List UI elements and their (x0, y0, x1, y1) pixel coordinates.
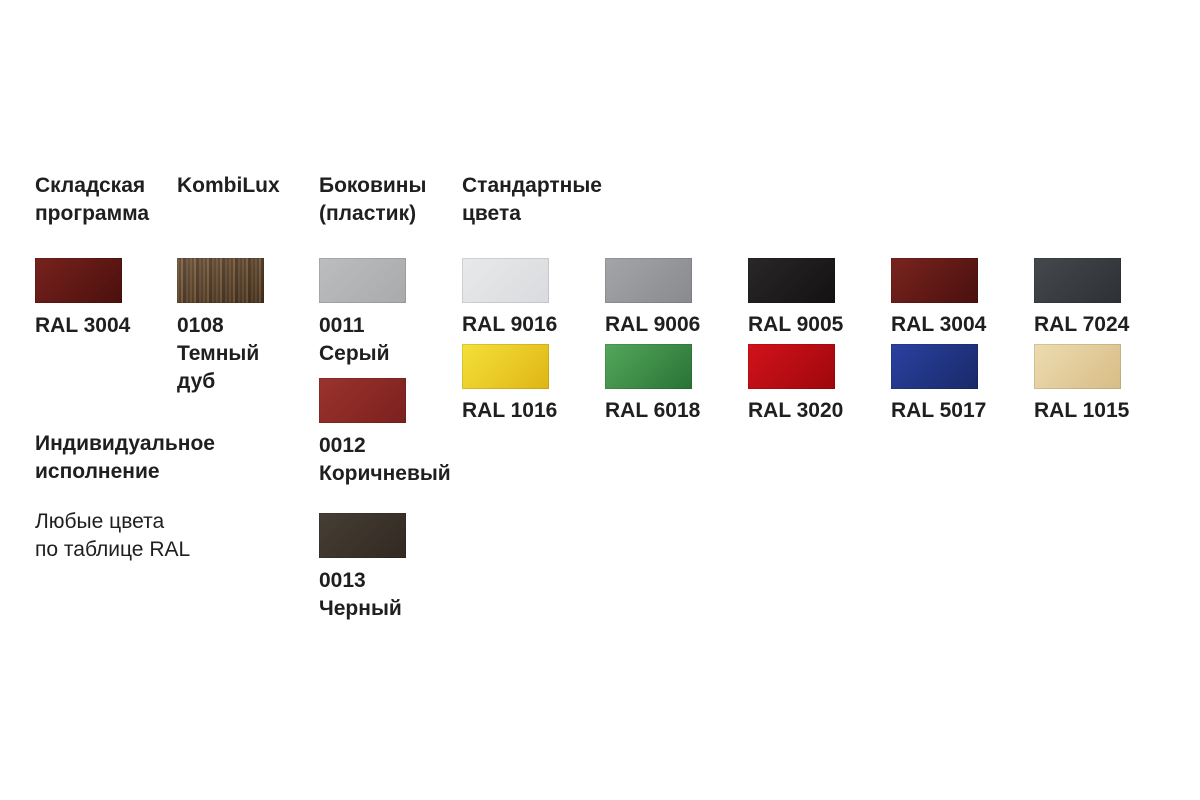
swatch-list: 0011 Серый 0012 Коричневый 0013 Черный (319, 258, 459, 623)
section-title-line: Складская (35, 174, 146, 197)
section-title-line: Боковины (319, 174, 427, 197)
swatch-label: RAL 3004 (35, 312, 170, 340)
section-title: Индивидуальное исполнение (35, 430, 275, 486)
section-title: Складская программа (35, 172, 170, 228)
swatch-label: RAL 5017 (891, 399, 987, 423)
swatch-label-line: Серый (319, 342, 390, 365)
swatch-label-line: RAL 3020 (748, 399, 844, 422)
section-title-line: исполнение (35, 460, 160, 483)
color-swatch-ral-1015 (1034, 344, 1121, 389)
section-individual-execution: Индивидуальное исполнение Любые цвета по… (35, 430, 275, 564)
swatch-label: 0108 Темный дуб (177, 312, 312, 396)
swatch-label-line: RAL 9016 (462, 313, 558, 336)
swatch-cell: 0012 Коричневый (319, 378, 459, 488)
color-swatch-ral-1016 (462, 344, 549, 389)
section-title-line: цвета (462, 202, 521, 225)
color-swatch-ral-6018 (605, 344, 692, 389)
swatch-label: RAL 7024 (1034, 313, 1130, 337)
swatch-label: 0013 Черный (319, 567, 459, 623)
swatch-label-line: RAL 3004 (35, 314, 131, 337)
swatch-cell: RAL 5017 (891, 344, 987, 430)
section-title: Боковины (пластик) (319, 172, 459, 228)
color-swatch-ral-9006 (605, 258, 692, 303)
swatch-label: RAL 3004 (891, 313, 987, 337)
color-swatch-ral-9016 (462, 258, 549, 303)
section-warehouse-program: Складская программа RAL 3004 (35, 172, 170, 340)
swatch-label-line: Черный (319, 597, 402, 620)
swatch-label-line: Темный (177, 342, 260, 365)
swatch-label-line: RAL 3004 (891, 313, 987, 336)
swatch-cell: RAL 3020 (748, 344, 844, 430)
swatch-label: RAL 9016 (462, 313, 558, 337)
swatch-label-line: 0011 (319, 314, 365, 337)
swatch-label-line: RAL 1015 (1034, 399, 1130, 422)
swatch-label-line: Коричневый (319, 462, 451, 485)
section-title-line: Стандартные (462, 174, 602, 197)
section-title: KombiLux (177, 172, 312, 200)
section-title-line: KombiLux (177, 174, 280, 197)
swatch-label-line: RAL 1016 (462, 399, 558, 422)
swatch-label: 0012 Коричневый (319, 432, 459, 488)
swatch-label: RAL 1015 (1034, 399, 1130, 423)
swatch-cell: 0108 Темный дуб (177, 258, 312, 396)
swatch-label-line: RAL 7024 (1034, 313, 1130, 336)
section-title-line: (пластик) (319, 202, 417, 225)
color-swatch-ral-3004-warehouse (35, 258, 122, 303)
swatch-cell: RAL 7024 (1034, 258, 1130, 344)
swatch-label: RAL 9006 (605, 313, 701, 337)
swatch-cell: RAL 1015 (1034, 344, 1130, 430)
section-title: Стандартные цвета (462, 172, 1187, 228)
color-swatch-ral-9005 (748, 258, 835, 303)
individual-note: Любые цвета по таблице RAL (35, 508, 275, 564)
color-swatch-ral-3020 (748, 344, 835, 389)
section-title-line: программа (35, 202, 150, 225)
swatch-label: RAL 9005 (748, 313, 844, 337)
swatch-list: RAL 3004 (35, 258, 170, 340)
swatch-label: RAL 1016 (462, 399, 558, 423)
color-swatch-ral-5017 (891, 344, 978, 389)
swatch-label: RAL 3020 (748, 399, 844, 423)
swatch-cell: RAL 9006 (605, 258, 701, 344)
swatch-cell: RAL 1016 (462, 344, 558, 430)
swatch-list: 0108 Темный дуб (177, 258, 312, 396)
swatch-cell: RAL 3004 (891, 258, 987, 344)
swatch-label-line: RAL 6018 (605, 399, 701, 422)
color-swatch-0108-dark-oak (177, 258, 264, 303)
section-standard-colors: Стандартные цвета RAL 9016 RAL 9006 RAL 90… (462, 172, 1187, 430)
individual-note-line: Любые цвета (35, 510, 165, 533)
swatch-label-line: 0108 (177, 314, 224, 337)
swatch-label: RAL 6018 (605, 399, 701, 423)
section-title-line: Индивидуальное (35, 432, 215, 455)
section-sides-plastic: Боковины (пластик) 0011 Серый 0012 Коричнев… (319, 172, 459, 623)
color-swatch-0011-gray (319, 258, 406, 303)
color-swatch-ral-3004 (891, 258, 978, 303)
color-swatch-ral-7024 (1034, 258, 1121, 303)
swatch-label: 0011 Серый (319, 312, 459, 368)
swatch-cell: 0013 Черный (319, 513, 459, 623)
color-swatch-0012-brown (319, 378, 406, 423)
swatch-cell: RAL 3004 (35, 258, 170, 340)
swatch-label-line: RAL 9006 (605, 313, 701, 336)
swatch-cell: RAL 6018 (605, 344, 701, 430)
section-kombilux: KombiLux 0108 Темный дуб (177, 172, 312, 396)
standard-colors-grid: RAL 9016 RAL 9006 RAL 9005 RAL 3004 RAL 7024… (462, 258, 1187, 430)
individual-note-line: по таблице RAL (35, 538, 191, 561)
swatch-label-line: RAL 5017 (891, 399, 987, 422)
swatch-label-line: дуб (177, 370, 216, 393)
swatch-label-line: 0013 (319, 569, 366, 592)
swatch-cell: 0011 Серый (319, 258, 459, 368)
swatch-label-line: RAL 9005 (748, 313, 844, 336)
swatch-label-line: 0012 (319, 434, 366, 457)
color-swatch-0013-black (319, 513, 406, 558)
swatch-cell: RAL 9005 (748, 258, 844, 344)
swatch-cell: RAL 9016 (462, 258, 558, 344)
